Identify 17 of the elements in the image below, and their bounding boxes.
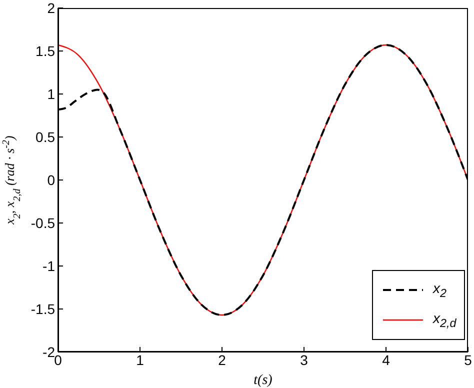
legend-label: x$_{2}$ bbox=[433, 280, 446, 300]
x-tick-label: 2 bbox=[218, 352, 226, 368]
x-tick-label: 1 bbox=[136, 352, 144, 368]
x-axis-title: t(s) bbox=[254, 373, 273, 388]
y-tick-label: -1.5 bbox=[30, 300, 56, 317]
y-tick-label: -1 bbox=[42, 258, 56, 274]
y-tick-label: -2 bbox=[42, 344, 56, 360]
x-tick-label: 4 bbox=[382, 352, 390, 368]
y-tick-label: 0 bbox=[47, 172, 56, 188]
y-tick-label: -0.5 bbox=[30, 214, 56, 231]
y-tick-label: 1.5 bbox=[36, 42, 56, 59]
y-tick-label: 1 bbox=[47, 86, 56, 102]
y-tick-label: 0.5 bbox=[36, 128, 56, 145]
x-tick-label: 3 bbox=[300, 352, 308, 368]
legend-label: x$_{2,d}$ bbox=[433, 310, 456, 330]
x-tick-label: 5 bbox=[464, 352, 472, 368]
y-tick-label: 2 bbox=[47, 0, 56, 16]
